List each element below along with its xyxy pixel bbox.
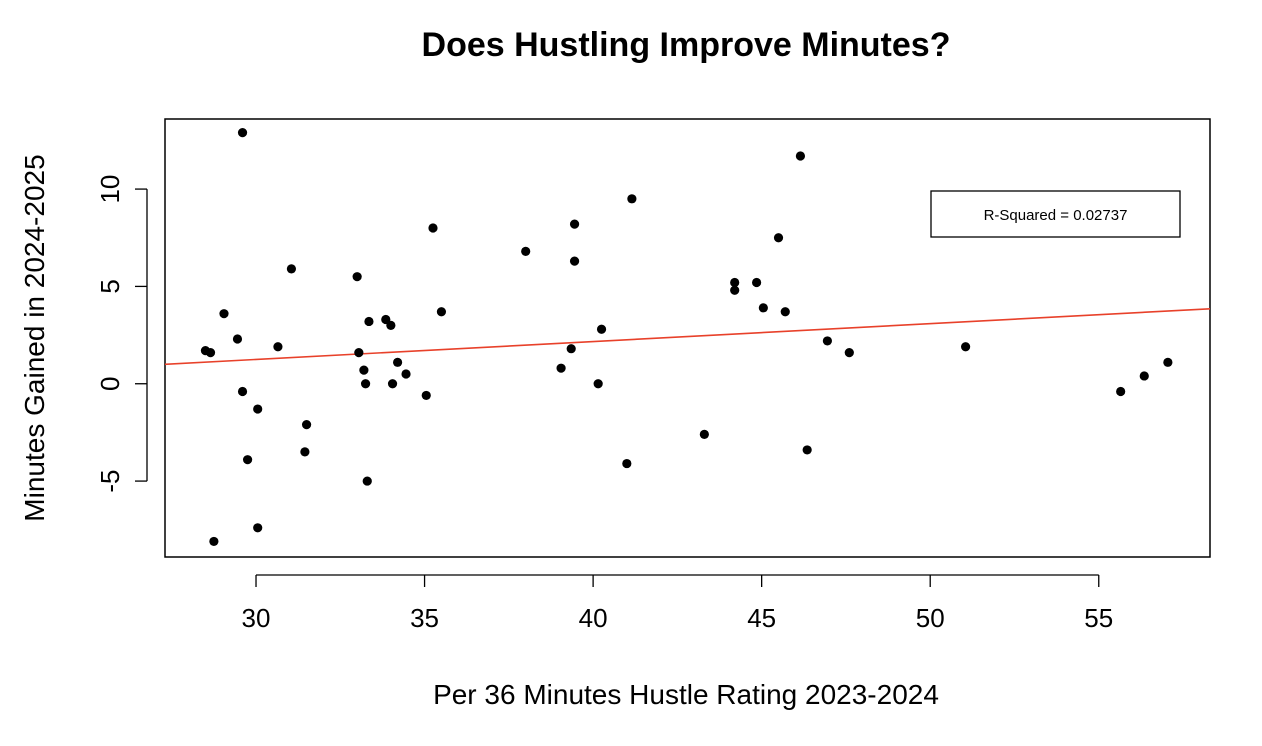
data-point: [1163, 357, 1173, 367]
x-tick-label: 45: [747, 603, 776, 633]
y-tick-label: 10: [95, 175, 125, 204]
data-point: [699, 429, 709, 439]
data-point: [1116, 386, 1126, 397]
data-point: [386, 320, 396, 330]
x-tick-label: 35: [410, 603, 439, 633]
data-point: [364, 316, 374, 327]
data-point: [428, 223, 438, 233]
regression-line: [164, 308, 1211, 366]
data-point: [359, 365, 369, 375]
y-tick-label: -5: [95, 470, 125, 493]
x-tick-label: 55: [1084, 603, 1113, 633]
data-point: [627, 194, 637, 204]
plot-frame: [164, 118, 1211, 558]
data-point: [569, 256, 580, 266]
data-point: [844, 348, 854, 358]
x-axis: 30 35 40 45 50 55: [242, 574, 1113, 633]
data-point: [521, 246, 531, 256]
x-tick-label: 40: [579, 603, 608, 633]
data-point: [232, 334, 243, 344]
legend-text: R-Squared = 0.02737: [984, 207, 1128, 224]
chart-title: Does Hustling Improve Minutes?: [422, 26, 951, 64]
data-point: [300, 447, 310, 457]
data-point: [556, 363, 566, 373]
data-point: [286, 264, 297, 274]
y-tick-label: 0: [95, 377, 125, 391]
data-point: [237, 128, 248, 138]
data-point: [273, 342, 283, 352]
data-point: [569, 219, 580, 229]
regression-layer: [164, 308, 1211, 366]
data-point: [1139, 371, 1149, 381]
data-point: [253, 404, 263, 414]
data-point: [237, 386, 248, 397]
data-point: [596, 324, 607, 334]
legend-box: [930, 190, 1181, 238]
data-point: [360, 379, 371, 389]
x-tick-label: 50: [916, 603, 945, 633]
data-point: [242, 455, 253, 465]
data-point: [795, 151, 806, 161]
points-layer: [200, 128, 1173, 547]
data-point: [362, 476, 372, 486]
data-point: [387, 379, 398, 389]
data-point: [205, 348, 216, 358]
data-point: [730, 285, 740, 295]
data-point: [209, 536, 219, 547]
data-point: [401, 369, 411, 379]
data-point: [822, 336, 832, 346]
data-point: [354, 348, 364, 358]
data-point: [253, 523, 263, 533]
y-tick-label: 5: [95, 279, 125, 293]
data-point: [219, 309, 229, 319]
legend: R-Squared = 0.02737: [930, 190, 1181, 238]
data-point: [961, 342, 971, 352]
data-point: [758, 303, 768, 313]
data-point: [780, 307, 790, 317]
data-point: [566, 344, 576, 354]
data-point: [421, 390, 431, 401]
x-axis-label: Per 36 Minutes Hustle Rating 2023-2024: [433, 679, 939, 710]
x-tick-label: 30: [242, 603, 271, 633]
data-point: [773, 233, 784, 243]
data-point: [352, 272, 362, 282]
data-point: [436, 307, 447, 317]
data-point: [730, 277, 740, 288]
data-point: [301, 420, 312, 430]
data-point: [392, 357, 403, 367]
data-point: [593, 379, 603, 389]
y-axis: -5 0 5 10: [95, 175, 148, 493]
data-point: [802, 445, 812, 455]
y-axis-label: Minutes Gained in 2024-2025: [19, 154, 50, 521]
data-point: [752, 277, 762, 288]
data-point: [622, 458, 632, 469]
